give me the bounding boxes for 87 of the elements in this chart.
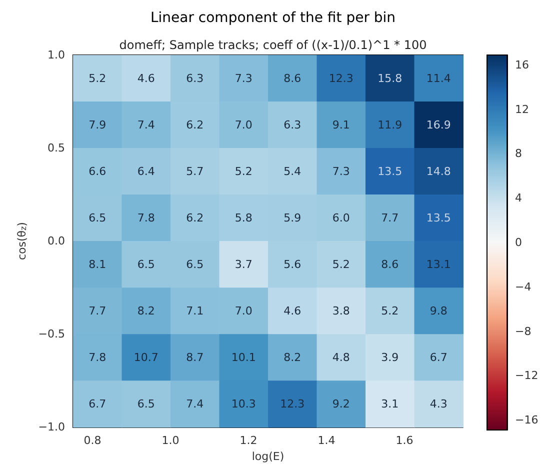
data-label: 7.3: [332, 164, 350, 178]
data-label: 7.0: [234, 304, 252, 318]
data-label: 14.8: [426, 164, 451, 178]
color-bar-label: 0: [515, 236, 522, 249]
data-label: 6.2: [186, 118, 204, 132]
data-label: 7.8: [137, 211, 155, 224]
data-label: 5.6: [284, 258, 302, 271]
data-label: 16.9: [426, 118, 451, 132]
data-label: 5.2: [234, 164, 252, 178]
data-label: 5.8: [234, 211, 252, 224]
data-label: 6.5: [137, 397, 155, 410]
data-label: 8.2: [137, 304, 155, 318]
color-bar-label: −16: [515, 414, 538, 427]
data-label: 7.7: [381, 211, 399, 224]
data-label: 4.6: [137, 72, 155, 85]
data-label: 8.6: [381, 258, 399, 271]
data-label: 12.3: [280, 397, 305, 410]
data-label: 6.4: [137, 164, 155, 178]
x-tick-label: 0.8: [84, 434, 102, 448]
data-label: 13.5: [378, 164, 402, 178]
color-bar-label: 8: [515, 147, 522, 160]
data-label: 3.7: [234, 258, 252, 271]
data-label: 13.1: [426, 258, 451, 271]
data-label: 5.9: [284, 211, 302, 224]
color-bar-label: −4: [515, 280, 532, 294]
data-label: 9.2: [332, 397, 350, 410]
data-label: 10.7: [134, 350, 158, 364]
y-tick-label: 0.0: [48, 234, 65, 248]
data-label: 7.7: [88, 304, 106, 318]
data-label: 13.5: [426, 211, 451, 224]
data-label: 5.2: [381, 304, 399, 318]
y-tick-label: −0.5: [38, 328, 65, 341]
data-label: 7.4: [186, 397, 204, 410]
data-label: 6.3: [284, 118, 302, 132]
color-bar-label: 4: [515, 192, 522, 205]
data-label: 11.9: [378, 118, 402, 132]
data-label: 6.0: [332, 211, 350, 224]
data-label: 4.3: [430, 397, 448, 410]
x-axis-title: log(E): [252, 450, 284, 463]
data-label: 10.1: [231, 350, 256, 364]
color-bar-label: 12: [515, 102, 529, 116]
data-label: 10.3: [231, 397, 256, 410]
data-label: 7.3: [234, 72, 252, 85]
color-bar-label: −8: [515, 324, 532, 338]
y-tick-label: 1.0: [48, 48, 65, 62]
data-label: 6.2: [186, 211, 204, 224]
data-label: 6.5: [186, 258, 204, 271]
color-bar-label: −12: [515, 369, 538, 382]
data-label: 7.4: [137, 118, 155, 132]
x-tick-label: 1.0: [162, 434, 180, 448]
data-label: 8.6: [284, 72, 302, 85]
y-tick-label: −1.0: [38, 420, 65, 434]
data-label: 7.0: [234, 118, 252, 132]
data-label: 4.6: [284, 304, 302, 318]
data-label: 6.5: [88, 211, 106, 224]
data-label: 9.8: [430, 304, 448, 318]
data-label: 4.8: [332, 350, 350, 364]
data-label: 7.8: [88, 350, 106, 364]
data-label: 6.3: [186, 72, 204, 85]
data-label: 3.9: [381, 350, 399, 364]
x-tick-label: 1.4: [318, 434, 336, 448]
x-tick-label: 1.2: [240, 434, 258, 448]
data-label: 12.3: [328, 72, 354, 85]
data-label: 5.2: [332, 258, 350, 271]
data-label: 7.9: [88, 118, 106, 132]
color-bar-label: 16: [515, 58, 529, 72]
x-tick-label: 1.6: [396, 434, 414, 448]
data-label: 3.1: [381, 397, 399, 410]
data-label: 5.4: [284, 164, 302, 178]
data-label: 9.1: [332, 118, 350, 132]
chart-title: Linear component of the fit per bin: [150, 10, 396, 26]
data-label: 15.8: [378, 72, 402, 85]
data-label: 5.7: [186, 164, 204, 178]
data-label: 5.2: [88, 72, 106, 85]
data-label: 6.7: [88, 397, 106, 410]
data-label: 6.6: [88, 164, 106, 178]
data-label: 6.7: [430, 350, 448, 364]
data-label: 7.1: [186, 304, 204, 318]
data-label: 3.8: [332, 304, 350, 318]
data-label: 6.5: [137, 258, 155, 271]
data-label: 8.1: [88, 258, 106, 271]
data-label: 11.4: [426, 72, 451, 85]
chart-subtitle: domeff; Sample tracks; coeff of ((x-1)/0.1)^1 * 100: [119, 38, 427, 52]
data-label: 8.2: [284, 350, 302, 364]
y-axis-title: cos(θz): [15, 222, 28, 260]
y-tick-label: 0.5: [48, 142, 65, 155]
data-label: 8.7: [186, 350, 204, 364]
